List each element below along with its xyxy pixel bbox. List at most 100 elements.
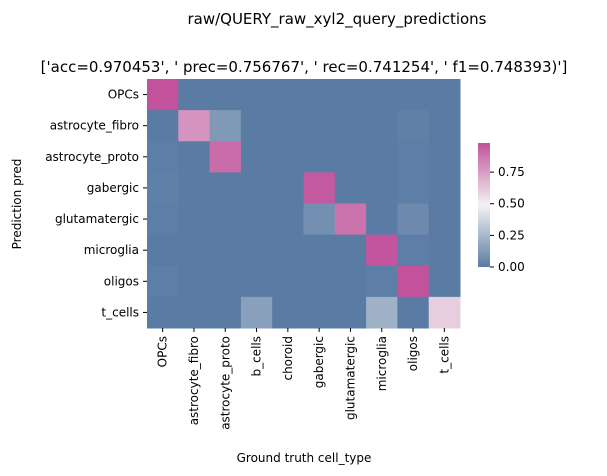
heatmap-cell xyxy=(366,172,398,204)
heatmap-cell xyxy=(240,234,273,267)
heatmap-cell xyxy=(240,141,273,173)
heatmap-cell xyxy=(209,141,242,173)
heatmap-cell xyxy=(303,79,336,111)
heatmap-cell xyxy=(209,79,242,111)
heatmap-cell xyxy=(178,172,211,204)
y-tick-label: microglia xyxy=(84,243,139,257)
heatmap-cell xyxy=(397,79,430,111)
x-tick-label: microglia xyxy=(375,336,389,391)
heatmap-cell xyxy=(334,79,367,111)
heatmap-cell xyxy=(272,203,304,236)
x-tick-label: gabergic xyxy=(312,336,326,388)
heatmap-cell xyxy=(397,172,430,204)
heatmap-cell xyxy=(334,234,367,267)
heatmap-cell xyxy=(240,265,273,298)
x-tick-label: astrocyte_fibro xyxy=(187,336,201,425)
heatmap-cell xyxy=(147,172,179,204)
heatmap-cell xyxy=(178,79,211,111)
y-tick-label: glutamatergic xyxy=(55,212,139,226)
heatmap-cell xyxy=(397,203,430,236)
heatmap-cell xyxy=(209,296,242,329)
heatmap-cell xyxy=(240,172,273,204)
heatmap-cell xyxy=(272,172,304,204)
heatmap-cell xyxy=(366,110,398,142)
x-tick-label: astrocyte_proto xyxy=(218,336,232,430)
heatmap-cell xyxy=(272,234,304,267)
heatmap-cell xyxy=(366,79,398,111)
heatmap-cell xyxy=(272,79,304,111)
heatmap-cell xyxy=(147,79,179,111)
heatmap-cell xyxy=(428,141,461,173)
heatmap-cell xyxy=(240,110,273,142)
heatmap-cell xyxy=(428,265,461,298)
colorbar-tick-label: 0.75 xyxy=(498,165,525,179)
heatmap-cell xyxy=(397,141,430,173)
heatmap-cells xyxy=(147,79,461,329)
heatmap-cell xyxy=(334,265,367,298)
heatmap-cell xyxy=(303,265,336,298)
heatmap-cell xyxy=(366,296,398,329)
heatmap-cell xyxy=(147,141,179,173)
heatmap-cell xyxy=(178,110,211,142)
heatmap-cell xyxy=(303,296,336,329)
y-tick-label: gabergic xyxy=(87,181,139,195)
heatmap-cell xyxy=(303,203,336,236)
colorbar-tick-label: 0.50 xyxy=(498,197,525,211)
heatmap-cell xyxy=(272,141,304,173)
heatmap-cell xyxy=(147,110,179,142)
colorbar-ticks: 0.00 0.25 0.50 0.75 xyxy=(490,165,525,274)
heatmap-cell xyxy=(209,110,242,142)
y-tick-labels: OPCs astrocyte_fibro astrocyte_protogaberg… xyxy=(45,88,147,319)
heatmap-cell xyxy=(334,172,367,204)
x-tick-label: oligos xyxy=(406,336,420,371)
y-tick-label: OPCs xyxy=(108,88,139,102)
y-tick-label: astrocyte_fibro xyxy=(50,119,139,133)
colorbar xyxy=(478,143,490,267)
heatmap-cell xyxy=(428,296,461,329)
heatmap-cell xyxy=(428,234,461,267)
heatmap-cell xyxy=(147,265,179,298)
heatmap-cell xyxy=(334,110,367,142)
heatmap-cell xyxy=(178,265,211,298)
x-axis-label: Ground truth cell_type xyxy=(237,451,372,465)
colorbar-tick-label: 0.00 xyxy=(498,260,525,274)
heatmap-cell xyxy=(428,79,461,111)
heatmap-cell xyxy=(428,110,461,142)
y-tick-label: t_cells xyxy=(101,305,139,319)
heatmap-cell xyxy=(397,110,430,142)
heatmap-cell xyxy=(334,296,367,329)
y-axis-label: Prediction pred xyxy=(10,159,24,250)
x-tick-labels: OPCs astrocyte_fibro astrocyte_proto b_cell… xyxy=(156,328,451,430)
heatmap-cell xyxy=(178,296,211,329)
x-tick-label: b_cells xyxy=(250,336,264,377)
heatmap-cell xyxy=(397,234,430,267)
colorbar-tick-label: 0.25 xyxy=(498,228,525,242)
x-tick-label: t_cells xyxy=(437,336,451,374)
heatmap-cell xyxy=(428,172,461,204)
heatmap-cell xyxy=(366,234,398,267)
heatmap-cell xyxy=(397,296,430,329)
heatmap-cell xyxy=(209,172,242,204)
heatmap-cell xyxy=(240,79,273,111)
y-tick-label: astrocyte_proto xyxy=(45,150,139,164)
y-tick-label: oligos xyxy=(104,274,139,288)
heatmap-cell xyxy=(178,234,211,267)
heatmap-cell xyxy=(272,110,304,142)
heatmap-cell xyxy=(303,141,336,173)
heatmap-cell xyxy=(334,203,367,236)
x-tick-label: glutamatergic xyxy=(343,336,357,420)
heatmap-cell xyxy=(178,203,211,236)
heatmap-cell xyxy=(303,234,336,267)
heatmap-cell xyxy=(209,265,242,298)
heatmap-cell xyxy=(334,141,367,173)
heatmap-cell xyxy=(147,296,179,329)
heatmap-cell xyxy=(178,141,211,173)
x-tick-label: choroid xyxy=(281,336,295,381)
heatmap-cell xyxy=(428,203,461,236)
heatmap-cell xyxy=(366,265,398,298)
heatmap-cell xyxy=(147,203,179,236)
heatmap-cell xyxy=(272,296,304,329)
chart-title: raw/QUERY_raw_xyl2_query_predictions xyxy=(187,10,486,29)
heatmap-cell xyxy=(366,141,398,173)
